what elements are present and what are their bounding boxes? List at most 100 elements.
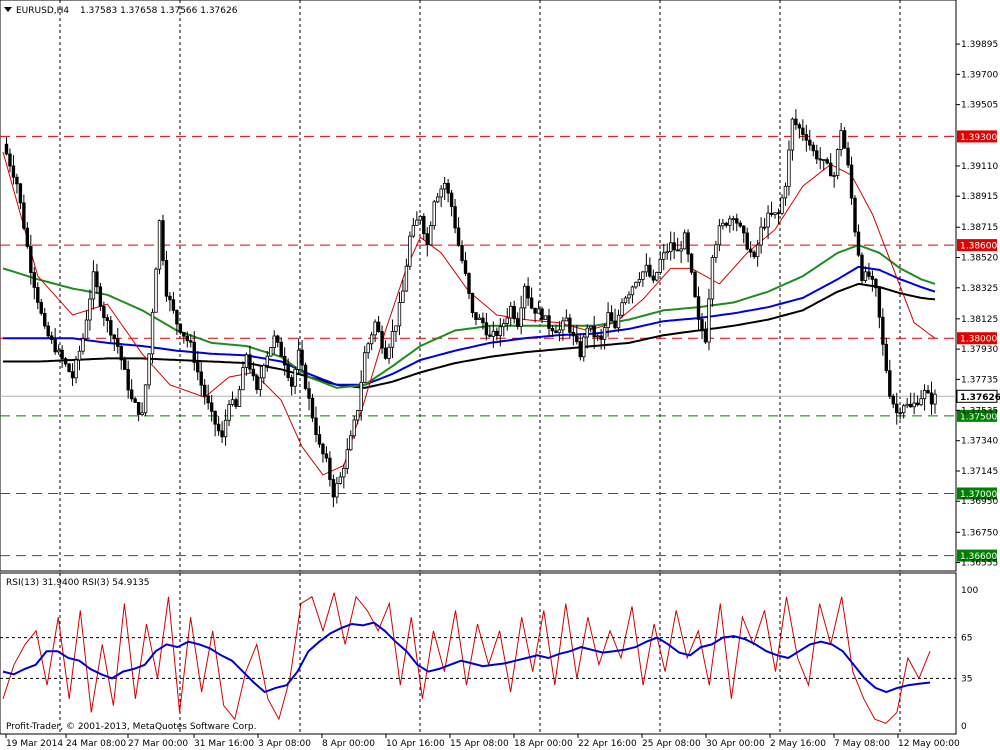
candle-body xyxy=(602,327,607,340)
time-label: 15 Apr 08:00 xyxy=(450,739,509,749)
price-tick-label: 1.37145 xyxy=(961,467,998,477)
ma-black-line xyxy=(3,282,936,389)
candle-body xyxy=(874,278,878,289)
candle-body xyxy=(658,258,662,273)
candle-body xyxy=(682,232,687,250)
candle-body xyxy=(863,271,868,281)
candle-body xyxy=(223,419,228,438)
time-label: 22 Apr 16:00 xyxy=(578,739,637,749)
time-label: 10 Apr 16:00 xyxy=(386,739,445,749)
candle-body xyxy=(766,212,770,228)
candle-body xyxy=(477,317,482,320)
time-label: 19 Mar 2014 xyxy=(6,739,63,749)
candle-body xyxy=(216,423,221,432)
candle-body xyxy=(369,334,374,345)
candle-body xyxy=(397,302,402,327)
level-badge-label: 1.38000 xyxy=(960,335,997,345)
level-badge-label: 1.39300 xyxy=(960,133,997,143)
rsi-panel: 100 65 35 0 xyxy=(0,586,978,732)
candle-body xyxy=(822,159,826,161)
rsi-tick-label: 65 xyxy=(961,634,972,644)
candle-body xyxy=(849,164,854,199)
candle-body xyxy=(56,349,61,353)
candle-body xyxy=(762,226,767,229)
price-tick-label: 1.38520 xyxy=(961,254,998,264)
candle-body xyxy=(794,118,798,126)
candle-body xyxy=(39,301,43,314)
candle-body xyxy=(662,252,666,260)
level-badge-label: 1.38600 xyxy=(960,242,997,252)
candle-body xyxy=(49,335,54,340)
candle-body xyxy=(255,375,259,390)
price-tick-label: 1.37735 xyxy=(961,375,998,385)
chart-symbol: EURUSD,H4 xyxy=(16,6,69,16)
candle-body xyxy=(745,232,749,250)
candle-body xyxy=(265,355,269,366)
candle-body xyxy=(915,402,920,406)
candle-body xyxy=(773,212,777,215)
candle-body xyxy=(707,298,711,343)
time-axis: 19 Mar 2014 24 Mar 08:00 27 Mar 00:00 31 Ma… xyxy=(5,734,960,749)
candle-body xyxy=(237,389,242,407)
candle-body xyxy=(77,350,82,361)
candle-body xyxy=(592,325,596,338)
candle-body xyxy=(522,285,527,309)
price-axis: 1.39300 1.38600 1.38000 1.37500 1.37000 1.366… xyxy=(956,40,1000,569)
candle-body xyxy=(515,318,520,327)
ma-green-line xyxy=(2,244,936,389)
candle-body xyxy=(696,296,701,320)
dropdown-triangle-icon[interactable] xyxy=(4,7,12,12)
candle-body xyxy=(362,352,367,383)
current-price-label: 1.37626 xyxy=(960,393,1000,403)
candle-body xyxy=(554,330,558,334)
candle-body xyxy=(505,317,509,324)
candle-body xyxy=(376,321,381,332)
candle-body xyxy=(769,212,774,215)
candle-body xyxy=(262,364,266,379)
level-badge xyxy=(957,130,997,143)
price-tick-label: 1.36555 xyxy=(961,559,998,569)
candle-body xyxy=(356,410,360,421)
candle-body xyxy=(352,419,356,437)
candle-body xyxy=(860,254,864,281)
candle-body xyxy=(630,286,635,296)
candle-body xyxy=(342,467,346,478)
level-badge xyxy=(957,332,997,345)
candle-body xyxy=(742,225,746,234)
candle-body xyxy=(672,242,676,251)
candle-body xyxy=(526,285,530,299)
candle-body xyxy=(84,319,89,340)
candle-body xyxy=(432,201,436,227)
candle-body xyxy=(147,353,151,386)
candle-body xyxy=(481,317,485,324)
candle-body xyxy=(495,330,499,336)
candle-body xyxy=(11,165,16,178)
candle-body xyxy=(63,358,68,365)
candle-body xyxy=(926,389,930,394)
candle-body xyxy=(783,185,788,199)
chart-ohlc: 1.37583 1.37658 1.37566 1.37626 xyxy=(80,6,238,16)
candle-body xyxy=(828,162,833,177)
candle-body xyxy=(300,349,304,366)
candle-body xyxy=(102,306,106,319)
candle-body xyxy=(303,364,308,390)
candle-body xyxy=(307,388,311,399)
candle-body xyxy=(811,144,815,152)
time-label: 12 May 00:00 xyxy=(898,739,960,749)
candle-body xyxy=(881,316,885,345)
candle-body xyxy=(456,227,461,246)
candle-body xyxy=(648,264,652,277)
candle-body xyxy=(550,327,555,332)
candle-body xyxy=(129,389,134,400)
candle-body xyxy=(143,384,148,414)
candle-body xyxy=(185,335,190,342)
candle-body xyxy=(60,349,64,360)
candle-body xyxy=(248,354,252,370)
candle-body xyxy=(18,183,23,204)
rsi-tick-label: 35 xyxy=(961,674,972,684)
candle-body xyxy=(140,412,144,415)
candle-body xyxy=(168,295,172,301)
candle-body xyxy=(634,281,638,288)
candle-body xyxy=(728,218,732,226)
